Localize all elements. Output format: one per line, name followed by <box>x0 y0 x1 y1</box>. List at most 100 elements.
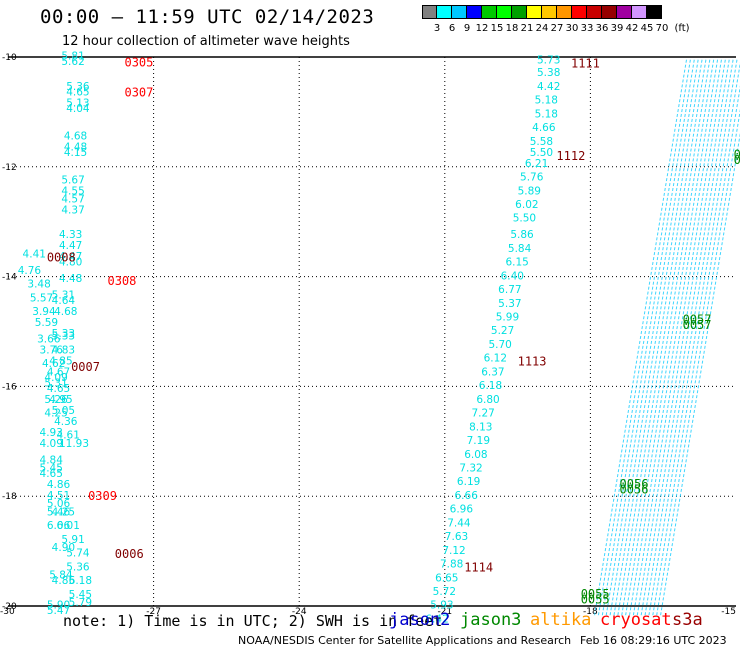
wave-height-value: 4.65 <box>66 86 89 98</box>
satellite-cryosat: cryosat <box>600 610 672 630</box>
wave-height-value: 5.70 <box>488 339 511 351</box>
pass-time-label: 0305 <box>124 55 153 69</box>
wave-height-value: 5.50 <box>530 147 553 159</box>
legend-swatch <box>647 5 662 19</box>
jason2-swath-line <box>652 85 740 618</box>
satellite-jason3: jason3 <box>460 610 522 630</box>
wave-height-value: 5.36 <box>66 561 90 573</box>
wave-height-value: 5.57 <box>30 292 53 304</box>
wave-height-value: 5.59 <box>35 317 58 329</box>
wave-height-value: 5.37 <box>498 298 521 310</box>
legend-unit: (ft) <box>674 23 690 34</box>
wave-height-value: 11.93 <box>59 438 89 450</box>
jason2-swath-line <box>620 59 715 618</box>
legend-swatch <box>467 5 482 19</box>
wave-height-value: 4.66 <box>532 122 556 134</box>
legend-label: 6 <box>448 23 456 34</box>
swath-time-label: 0058 <box>734 148 740 162</box>
wave-height-value: 6.08 <box>464 449 487 461</box>
jason2-swath-line <box>609 59 703 618</box>
pass-time-label: 0307 <box>124 86 153 100</box>
wave-height-value: 6.12 <box>484 353 507 365</box>
wave-height-value: 4.51 <box>47 490 70 502</box>
wave-height-value: 6.80 <box>476 394 499 406</box>
wave-height-value: 4.47 <box>59 240 82 252</box>
wave-height-value: 5.45 <box>40 462 63 474</box>
wave-height-value: 5.45 <box>69 589 92 601</box>
jason2-swath-line <box>628 59 722 618</box>
wave-height-value: 4.67 <box>47 366 70 378</box>
jason2-swath-line <box>648 61 740 618</box>
wave-height-value: 4.33 <box>59 229 82 241</box>
wave-height-value: 7.12 <box>442 545 465 557</box>
jason2-swath-line <box>655 108 740 618</box>
footer-note: note: 1) Time is in UTC; 2) SWH is in fe… <box>63 612 443 630</box>
wave-height-value: 5.31 <box>52 290 75 302</box>
wave-height-value: 7.19 <box>467 435 490 447</box>
wave-height-value: 4.57 <box>61 193 84 205</box>
wave-height-value: 6.42 <box>425 613 448 625</box>
legend-label: 18 <box>505 23 519 34</box>
wave-height-value: 4.42 <box>537 81 560 93</box>
legend-label: 33 <box>580 23 594 34</box>
wave-height-value: 4.48 <box>59 273 82 285</box>
wave-height-value: 6.77 <box>498 284 521 296</box>
pass-time-label: 1111 <box>571 57 600 71</box>
wave-height-value: 6.19 <box>457 476 480 488</box>
jason2-swath-line <box>659 132 740 618</box>
y-tick-label: -10 <box>2 53 17 63</box>
jason2-swath-line <box>613 59 707 618</box>
legend-label: 21 <box>520 23 534 34</box>
legend-swatch <box>542 5 557 19</box>
jason2-swath-line <box>644 59 738 618</box>
wave-height-value: 5.18 <box>535 95 558 107</box>
wave-height-value: 6.15 <box>505 257 528 269</box>
wave-height-value: 4.68 <box>64 130 87 142</box>
wave-height-value: 7.44 <box>447 517 471 529</box>
wave-height-value: 6.65 <box>435 572 458 584</box>
legend-label: 45 <box>640 23 654 34</box>
wave-height-value: 3.94 <box>32 306 56 318</box>
legend-label: 24 <box>535 23 549 34</box>
wave-height-value: 4.48 <box>64 141 87 153</box>
legend-label: 70 <box>655 23 669 34</box>
pass-time-label: 1112 <box>556 149 585 163</box>
wave-height-value: 5.67 <box>61 174 84 186</box>
wave-height-value: 5.27 <box>491 325 514 337</box>
legend-swatch <box>617 5 632 19</box>
wave-height-value: 3.66 <box>37 333 61 345</box>
jason2-swath-line <box>624 59 719 618</box>
wave-height-value: 5.93 <box>430 600 453 612</box>
pass-time-label: 0008 <box>47 250 76 264</box>
wave-height-value: 4.41 <box>23 248 46 260</box>
legend-label: 30 <box>565 23 579 34</box>
wave-height-value: 4.04 <box>66 103 90 115</box>
legend-label: 36 <box>595 23 609 34</box>
wave-height-value: 4.47 <box>59 251 82 263</box>
legend-label: 12 <box>475 23 489 34</box>
legend-swatch <box>422 5 437 19</box>
wave-height-value: 4.65 <box>47 383 70 395</box>
legend-swatch <box>572 5 587 19</box>
legend-label: 27 <box>550 23 564 34</box>
credit-line: NOAA/NESDIS Center for Satellite Applica… <box>238 634 572 647</box>
wave-height-value: 5.62 <box>61 56 84 68</box>
chart-subtitle: 12 hour collection of altimeter wave hei… <box>62 34 350 49</box>
wave-height-value: 5.74 <box>66 548 90 560</box>
jason2-swath-line <box>617 59 711 618</box>
wave-height-value: 5.86 <box>510 229 534 241</box>
swath-time-label: 0057 <box>683 312 712 326</box>
wave-height-value: 6.06 <box>47 520 71 532</box>
wave-height-value: 4.86 <box>47 479 71 491</box>
wave-height-value: 3.76 <box>40 344 64 356</box>
satellite-jason2: jason2 <box>389 610 451 630</box>
generation-timestamp: Feb 16 08:29:16 UTC 2023 <box>580 634 727 647</box>
wave-height-value: 5.90 <box>47 600 70 612</box>
x-tick-label: -30 <box>0 607 15 617</box>
x-tick-label: -27 <box>146 607 161 617</box>
wave-height-value: 5.72 <box>433 586 456 598</box>
wave-height-value: 4.09 <box>44 372 67 384</box>
wave-height-value: 5.47 <box>47 605 70 617</box>
wave-height-value: 5.18 <box>535 108 558 120</box>
jason2-swath-line <box>640 59 734 618</box>
